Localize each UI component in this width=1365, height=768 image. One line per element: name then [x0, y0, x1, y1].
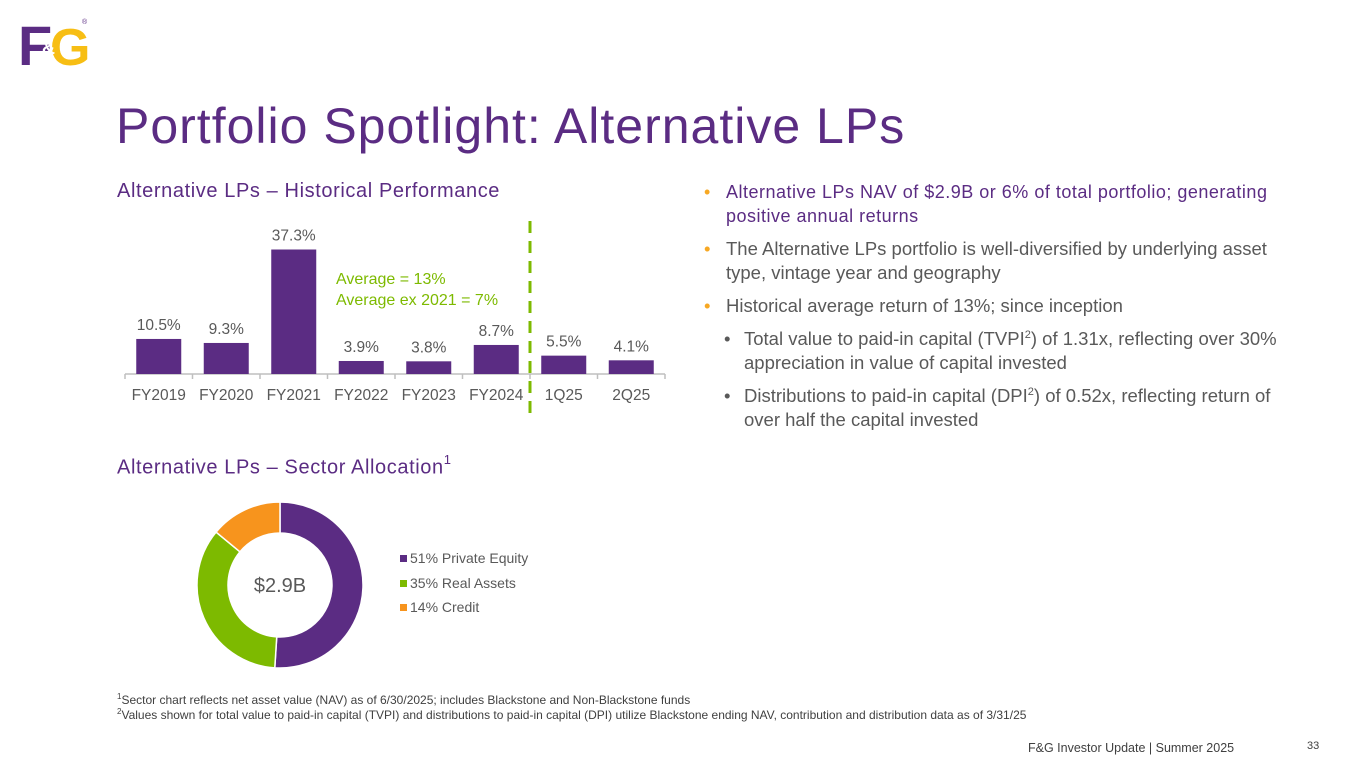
legend-swatch-real-assets: [400, 580, 407, 587]
donut-center-label: $2.9B: [254, 575, 306, 597]
donut-slice-credit: [214, 501, 281, 553]
bar-1q25: [541, 355, 587, 374]
bar-fy2020: [203, 342, 249, 374]
tvpi-footnote-ref: 2: [1024, 328, 1031, 341]
bullet-nav-summary: Alternative LPs NAV of $2.9B or 6% of to…: [704, 180, 1284, 228]
average-annotation: Average = 13%: [336, 271, 446, 288]
legend-item-real-assets: 35% Real Assets: [400, 575, 516, 591]
x-axis: [124, 373, 666, 379]
tick-label: FY2022: [334, 387, 388, 404]
sector-chart-heading: Alternative LPs – Sector Allocation1: [117, 452, 452, 480]
footnote-2-text: Values shown for total value to paid-in …: [121, 708, 1027, 722]
legend-item-private-equity: 51% Private Equity: [400, 550, 528, 566]
key-points-list: Alternative LPs NAV of $2.9B or 6% of to…: [704, 180, 1284, 441]
page-title: Portfolio Spotlight: Alternative LPs: [116, 98, 906, 154]
bar-chart-heading: Alternative LPs – Historical Performance: [117, 180, 501, 202]
tick-label: FY2024: [469, 387, 524, 404]
tick-label: FY2021: [267, 387, 321, 404]
data-label: 8.7%: [479, 323, 515, 340]
legend-swatch-credit: [400, 604, 407, 611]
fg-logo: F G & ®: [20, 16, 90, 68]
logo-f: F: [20, 16, 52, 68]
tick-label: 1Q25: [545, 387, 583, 404]
tvpi-text-b: ) of 1.31x, reflecting over 30% apprecia…: [744, 328, 1277, 373]
legend-label-credit: 14% Credit: [410, 599, 480, 615]
bar-fy2021: [271, 249, 317, 374]
tick-label: FY2019: [132, 387, 186, 404]
sector-heading-text: Alternative LPs – Sector Allocation: [117, 456, 444, 479]
page-number: 33: [1307, 740, 1320, 752]
legend-label-private-equity: 51% Private Equity: [410, 550, 529, 566]
bullet-diversification: The Alternative LPs portfolio is well-di…: [704, 237, 1284, 285]
bullet-dpi: Distributions to paid-in capital (DPI2) …: [724, 384, 1284, 432]
data-label: 37.3%: [272, 228, 316, 245]
data-label: 4.1%: [614, 338, 650, 355]
data-label: 3.9%: [344, 339, 380, 356]
tick-labels: FY2019 FY2020 FY2021 FY2022 FY2023 FY2024 1Q25…: [132, 387, 651, 404]
bar-fy2023: [406, 361, 452, 374]
bar-fy2024: [473, 344, 519, 374]
footnote-1-text: Sector chart reflects net asset value (N…: [121, 693, 691, 707]
bar-series: [136, 249, 654, 374]
dpi-text-b: ) of 0.52x, reflecting return of over ha…: [744, 385, 1271, 430]
footnote-1: 1Sector chart reflects net asset value (…: [117, 693, 1026, 708]
donut-legend: 51% Private Equity 35% Real Assets 14% C…: [400, 550, 620, 620]
donut-slice-private-equity: [273, 501, 364, 669]
average-ex-2021-annotation: Average ex 2021 = 7%: [336, 292, 498, 309]
tick-label: 2Q25: [612, 387, 650, 404]
footnotes: 1Sector chart reflects net asset value (…: [117, 693, 1026, 723]
tick-label: FY2020: [199, 387, 254, 404]
logo-registered-mark: ®: [82, 18, 88, 26]
bullet-historical-return: Historical average return of 13%; since …: [704, 294, 1284, 318]
sector-donut-chart: $2.9B: [196, 501, 364, 669]
dpi-footnote-ref: 2: [1027, 385, 1034, 398]
data-label: 9.3%: [209, 321, 245, 338]
legend-swatch-private-equity: [400, 555, 407, 562]
donut-slice-real-assets: [196, 531, 278, 669]
tick-label: FY2023: [402, 387, 456, 404]
dpi-text-a: Distributions to paid-in capital (DPI: [744, 385, 1028, 406]
logo-g: G: [50, 19, 90, 68]
tvpi-text-a: Total value to paid-in capital (TVPI: [744, 328, 1025, 349]
data-label: 5.5%: [546, 334, 582, 351]
sector-heading-footnote-ref: 1: [443, 452, 452, 467]
footnote-2-marker: 2: [117, 707, 122, 716]
bar-fy2022: [338, 360, 384, 374]
donut-slices: [196, 501, 364, 669]
legend-item-credit: 14% Credit: [400, 599, 479, 615]
footnote-1-marker: 1: [117, 692, 122, 701]
bar-2q25: [608, 360, 654, 374]
data-label: 3.8%: [411, 339, 447, 356]
logo-ampersand: &: [42, 38, 55, 58]
data-label: 10.5%: [137, 317, 181, 334]
bar-fy2019: [136, 338, 182, 374]
data-labels: 10.5% 9.3% 37.3% 3.9% 3.8% 8.7% 5.5% 4.1%: [137, 228, 649, 357]
performance-bar-chart: 10.5% 9.3% 37.3% 3.9% 3.8% 8.7% 5.5% 4.1% FY201…: [124, 221, 666, 415]
footer-text: F&G Investor Update | Summer 2025: [1028, 741, 1235, 755]
legend-label-real-assets: 35% Real Assets: [410, 575, 516, 591]
footnote-2: 2Values shown for total value to paid-in…: [117, 708, 1026, 723]
bullet-tvpi: Total value to paid-in capital (TVPI2) o…: [724, 327, 1284, 375]
